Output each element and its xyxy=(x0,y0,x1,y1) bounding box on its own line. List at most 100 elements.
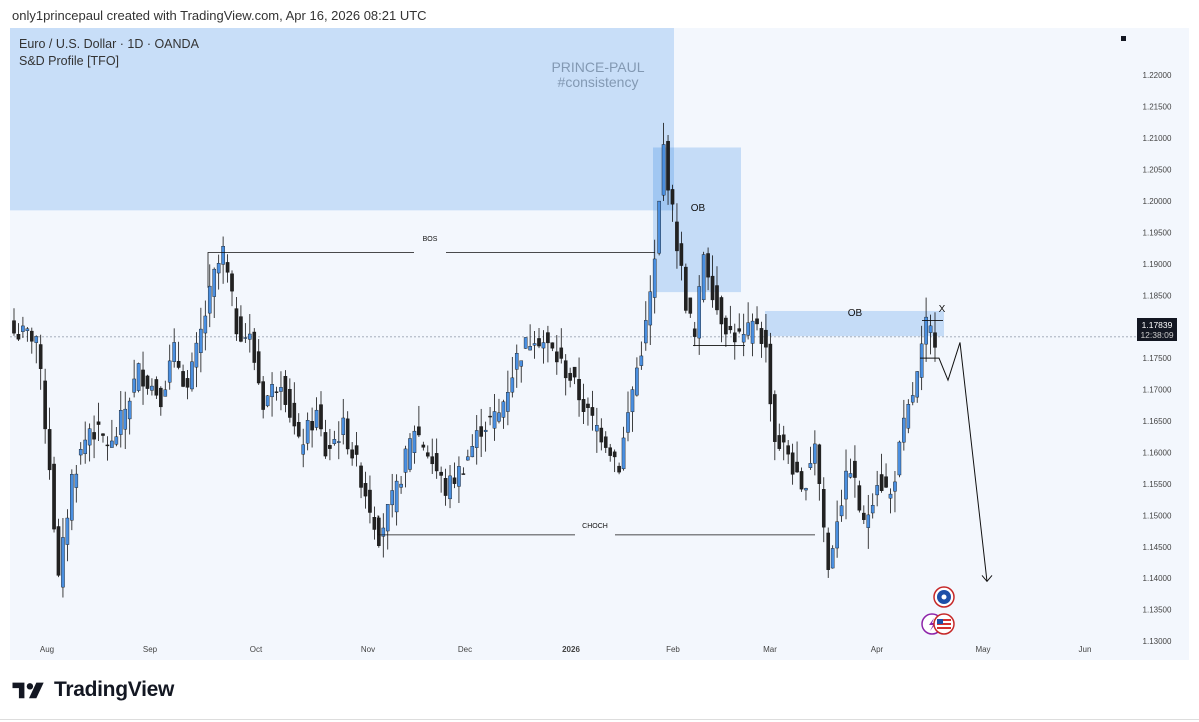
candle-body xyxy=(239,316,243,342)
candle-body xyxy=(821,489,826,528)
legend-symbol: Euro / U.S. Dollar · 1D · OANDA xyxy=(19,37,200,51)
candle-body xyxy=(661,144,666,196)
x-tick-label: May xyxy=(975,645,990,654)
candle-body xyxy=(586,403,590,409)
legend-indicator: S&D Profile [TFO] xyxy=(19,54,119,68)
candle-body xyxy=(777,435,782,449)
candle-body xyxy=(439,471,443,476)
candle-body xyxy=(710,275,715,301)
candle-body xyxy=(101,433,105,436)
x-tick-label: Aug xyxy=(40,645,54,654)
y-tick-label: 1.16000 xyxy=(1143,448,1172,457)
candle-body xyxy=(635,367,639,396)
y-tick-label: 1.21000 xyxy=(1143,134,1172,143)
candle-body xyxy=(141,369,145,387)
settings-square-icon[interactable] xyxy=(1121,36,1126,41)
candle-body xyxy=(154,379,159,396)
candle-body xyxy=(403,448,408,473)
candle-body xyxy=(96,421,101,425)
x-tick-label: Jun xyxy=(1079,645,1092,654)
candle-body xyxy=(795,461,799,473)
candle-body xyxy=(221,246,225,265)
candle-body xyxy=(719,297,724,325)
bos-label: BOS xyxy=(423,236,438,243)
candle-body xyxy=(657,200,661,254)
us-flag-icon[interactable] xyxy=(933,613,955,635)
candle-body xyxy=(78,449,83,456)
chart-panel[interactable]: 1.22000 1.21500 1.21000 1.20500 1.20000 1.195… xyxy=(10,28,1189,660)
candle-body xyxy=(488,415,492,418)
candle-body xyxy=(764,329,768,348)
candle-body xyxy=(12,320,16,334)
zone-ob-2 xyxy=(765,310,944,337)
candle-body xyxy=(853,460,857,478)
candle-body xyxy=(879,474,884,492)
candle-body xyxy=(781,434,786,443)
watermark-line1: PRINCE-PAUL xyxy=(551,59,644,75)
candle-body xyxy=(132,378,136,393)
chart-caption: only1princepaul created with TradingView… xyxy=(12,8,427,23)
candle-body xyxy=(319,404,323,430)
candle-body xyxy=(626,412,630,433)
y-tick-label: 1.19500 xyxy=(1143,228,1172,237)
candle-body xyxy=(492,411,497,429)
candle-body xyxy=(359,465,363,488)
candle-body xyxy=(434,453,439,472)
y-tick-label: 1.21500 xyxy=(1143,103,1172,112)
candle-body xyxy=(172,342,176,362)
candle-body xyxy=(185,378,190,388)
candle-body xyxy=(110,440,114,448)
candle-body xyxy=(203,315,208,334)
candle-body xyxy=(612,451,617,458)
candle-body xyxy=(697,286,701,339)
candle-body xyxy=(252,331,257,363)
candle-body xyxy=(684,266,688,311)
candle-body xyxy=(234,308,239,335)
candle-body xyxy=(555,351,559,363)
candle-body xyxy=(341,417,346,435)
x-tick-label: 2026 xyxy=(562,645,580,654)
candle-body xyxy=(270,384,274,398)
candle-body xyxy=(470,446,475,458)
candle-body xyxy=(755,318,759,325)
candle-body xyxy=(688,297,693,314)
x-tick-label: Oct xyxy=(250,645,263,654)
candle-body xyxy=(385,504,390,532)
candle-body xyxy=(56,526,61,576)
candle-body xyxy=(274,391,279,393)
candle-body xyxy=(915,371,920,398)
candle-body xyxy=(421,444,426,448)
zone-supply-0 xyxy=(10,28,674,211)
candle-body xyxy=(483,429,488,432)
candle-body xyxy=(350,449,354,459)
candle-body xyxy=(715,285,719,311)
candle-body xyxy=(706,253,710,278)
candle-body xyxy=(759,328,764,344)
candle-body xyxy=(412,430,417,454)
candle-body xyxy=(875,485,879,496)
candle-body xyxy=(479,426,483,437)
x-tick-label: Feb xyxy=(666,645,680,654)
candle-body xyxy=(345,418,350,450)
event-calendar-icon[interactable] xyxy=(933,586,955,608)
candle-body xyxy=(332,439,337,444)
bos-line-left xyxy=(207,252,414,288)
candle-body xyxy=(127,400,132,420)
candle-body xyxy=(773,394,777,442)
candle-body xyxy=(528,346,532,351)
y-tick-label: 1.17000 xyxy=(1143,386,1172,395)
candle-body xyxy=(70,474,74,521)
y-tick-label: 1.18500 xyxy=(1143,291,1172,300)
price-tag-countdown: 12:38:09 xyxy=(1140,330,1173,340)
y-tick-label: 1.17500 xyxy=(1143,354,1172,363)
x-mark: X xyxy=(939,304,946,315)
candle-body xyxy=(857,485,862,511)
candle-body xyxy=(572,366,577,378)
candle-body xyxy=(808,463,813,468)
candle-body xyxy=(52,463,56,530)
candle-body xyxy=(265,395,270,407)
candle-body xyxy=(114,436,119,445)
price-chart[interactable]: 1.22000 1.21500 1.21000 1.20500 1.20000 1.195… xyxy=(10,28,1189,660)
candle-body xyxy=(768,343,773,405)
watermark-line2: #consistency xyxy=(558,74,639,90)
